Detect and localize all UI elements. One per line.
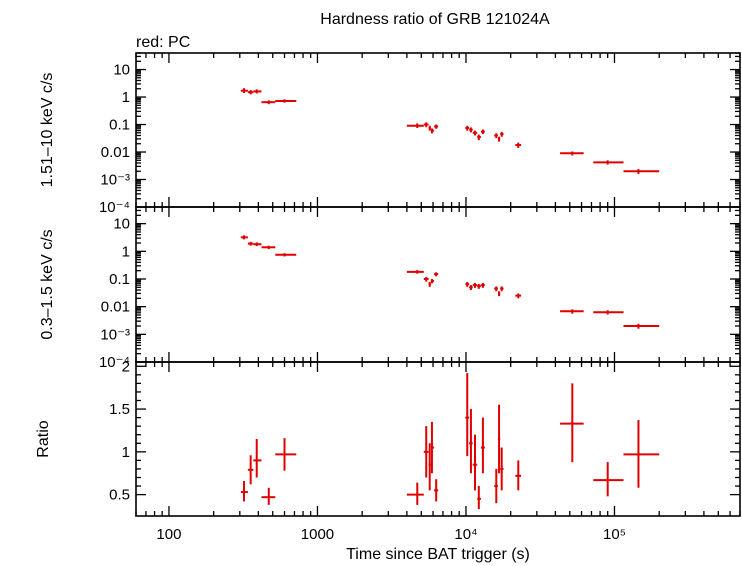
y-tick-label: 10⁻⁴ bbox=[99, 354, 130, 371]
data-point bbox=[240, 235, 248, 240]
panel-frame bbox=[135, 361, 741, 517]
data-point bbox=[480, 129, 485, 135]
data-point bbox=[469, 285, 473, 291]
data-point bbox=[247, 455, 254, 485]
data-point bbox=[428, 281, 431, 287]
data-point bbox=[515, 142, 522, 149]
y-tick-label: 0.1 bbox=[109, 117, 130, 134]
data-point bbox=[430, 128, 435, 134]
data-point bbox=[497, 291, 501, 297]
data-point bbox=[275, 438, 297, 471]
panel-frame bbox=[135, 206, 741, 363]
y-tick-label: 10⁻⁴ bbox=[99, 199, 130, 216]
data-point bbox=[406, 482, 424, 505]
data-point bbox=[423, 426, 429, 478]
data-point bbox=[593, 462, 624, 497]
data-point bbox=[465, 281, 470, 287]
data-point bbox=[494, 468, 498, 504]
data-point bbox=[480, 282, 485, 288]
data-point bbox=[253, 242, 262, 247]
y-tick-label: 0.01 bbox=[101, 299, 130, 316]
data-point bbox=[253, 439, 262, 478]
data-point bbox=[494, 286, 498, 292]
data-point bbox=[560, 151, 584, 156]
y-tick-label: 1 bbox=[122, 89, 130, 106]
data-point bbox=[515, 460, 522, 491]
data-point bbox=[515, 293, 522, 299]
data-point bbox=[275, 99, 297, 103]
y-tick-label: 1.5 bbox=[109, 401, 130, 418]
y-tick-label: 0.1 bbox=[109, 271, 130, 288]
data-point bbox=[430, 421, 435, 474]
y-axis-label: Ratio bbox=[35, 420, 52, 457]
panel-frame bbox=[135, 52, 741, 208]
data-point bbox=[469, 127, 473, 133]
data-point bbox=[472, 282, 478, 288]
x-axis-label: Time since BAT trigger (s) bbox=[346, 546, 530, 563]
data-point bbox=[261, 487, 276, 505]
y-tick-label: 0.01 bbox=[101, 144, 130, 161]
data-point bbox=[472, 130, 478, 136]
data-point bbox=[593, 310, 624, 315]
y-tick-label: 10⁻³ bbox=[100, 172, 130, 189]
data-point bbox=[240, 480, 248, 502]
data-point bbox=[477, 283, 481, 289]
data-point bbox=[477, 134, 481, 141]
x-tick-label: 100 bbox=[156, 526, 181, 543]
data-point bbox=[430, 278, 435, 284]
data-point bbox=[434, 272, 439, 277]
data-point bbox=[423, 276, 429, 282]
data-point bbox=[261, 100, 276, 105]
y-axis-label: 0.3–1.5 keV c/s bbox=[39, 229, 56, 339]
data-point bbox=[253, 89, 262, 94]
data-point bbox=[428, 125, 431, 131]
data-point bbox=[434, 124, 439, 129]
data-point bbox=[469, 409, 473, 474]
y-tick-label: 1 bbox=[122, 243, 130, 260]
data-point bbox=[465, 125, 470, 131]
x-tick-label: 1000 bbox=[301, 526, 334, 543]
legend-text: red: PC bbox=[136, 34, 190, 51]
data-point bbox=[406, 270, 424, 274]
y-tick-label: 0.5 bbox=[109, 487, 130, 504]
data-point bbox=[240, 88, 248, 94]
data-point bbox=[434, 479, 439, 502]
y-tick-label: 10 bbox=[113, 62, 130, 79]
data-point bbox=[423, 122, 429, 128]
data-point bbox=[623, 420, 660, 488]
data-point bbox=[500, 286, 504, 292]
y-tick-label: 10⁻³ bbox=[100, 326, 130, 343]
data-point bbox=[623, 169, 660, 174]
y-tick-label: 1 bbox=[122, 444, 130, 461]
data-point bbox=[593, 160, 624, 165]
data-point bbox=[500, 447, 504, 491]
chart-title: Hardness ratio of GRB 121024A bbox=[320, 11, 550, 28]
data-point bbox=[428, 443, 431, 491]
data-point bbox=[406, 123, 424, 128]
x-tick-label: 10⁴ bbox=[454, 526, 477, 543]
data-point bbox=[275, 253, 297, 257]
data-point bbox=[261, 245, 276, 250]
panel-top: 10 1 0.1 0.01 10⁻³ 10⁻⁴ 1.51–10 keV c/s bbox=[39, 52, 741, 216]
panel-middle: 10 1 0.1 0.01 10⁻³ 10⁻⁴ 0.3–1.5 keV c/s bbox=[39, 206, 741, 371]
data-point bbox=[477, 486, 481, 510]
data-point bbox=[472, 434, 478, 491]
data-point bbox=[480, 417, 485, 474]
data-point bbox=[494, 133, 498, 139]
panel-bottom: 0.5 1 1.5 2 100 1000 10⁴ 10⁵ Ratio bbox=[35, 358, 741, 543]
data-point bbox=[465, 373, 470, 457]
data-point bbox=[560, 309, 584, 314]
y-tick-label: 10 bbox=[113, 216, 130, 233]
x-tick-label: 10⁵ bbox=[603, 526, 626, 543]
data-point bbox=[497, 404, 501, 474]
data-point bbox=[560, 383, 584, 463]
data-point bbox=[247, 90, 254, 95]
y-axis-label: 1.51–10 keV c/s bbox=[39, 73, 56, 188]
data-point bbox=[500, 131, 504, 137]
data-point bbox=[497, 136, 501, 142]
y-tick-label: 2 bbox=[122, 358, 130, 375]
data-point bbox=[623, 323, 660, 329]
data-point bbox=[247, 241, 254, 246]
